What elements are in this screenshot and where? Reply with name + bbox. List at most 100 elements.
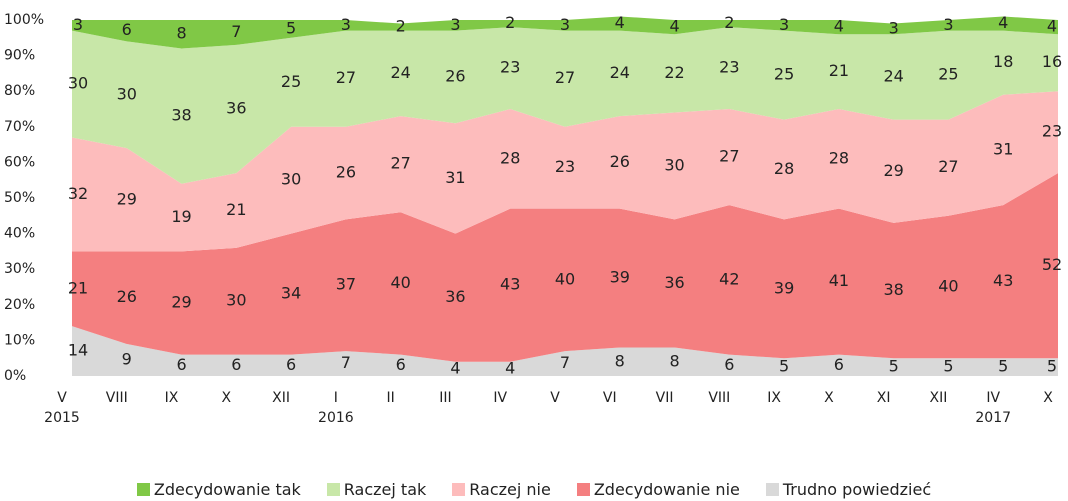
data-label: 36 [664,273,684,292]
data-label: 21 [226,200,246,219]
data-label: 21 [68,278,88,297]
data-label: 26 [117,287,137,306]
data-label: 28 [500,148,520,167]
x-tick-label: X [221,390,232,406]
data-label: 28 [829,148,849,167]
data-label: 5 [779,357,789,376]
y-tick-label: 40% [4,226,35,242]
x-tick-label: IX [767,390,781,406]
data-label: 3 [560,15,570,34]
x-tick-label: IX [164,390,179,406]
data-label: 4 [1047,17,1057,36]
data-label: 32 [68,184,88,203]
data-label: 27 [336,68,356,87]
data-label: 27 [555,68,575,87]
data-label: 5 [286,18,296,37]
legend-label: Zdecydowanie nie [593,480,740,499]
data-label: 6 [396,355,406,374]
data-label: 26 [610,152,630,171]
data-label: 8 [176,24,186,43]
data-label: 2 [396,17,406,36]
x-tick-label: II [386,390,395,406]
legend-label: Raczej nie [469,480,551,499]
data-label: 5 [889,357,899,376]
y-tick-label: 30% [4,261,35,277]
data-label: 3 [341,15,351,34]
legend-item: Zdecydowanie nie [576,480,740,499]
data-label: 4 [834,17,844,36]
legend-swatch [136,483,150,496]
x-tick-label: XI [876,390,891,406]
y-tick-label: 80% [4,83,35,99]
area [72,16,1058,49]
data-label: 43 [993,271,1013,290]
x-tick-label: III [439,390,452,406]
data-label: 30 [226,291,246,310]
x-tick-label: XII [272,390,291,406]
x-tick-label: VIII [708,390,731,406]
data-label: 23 [719,58,739,77]
area [72,91,1058,252]
data-label: 6 [122,20,132,39]
data-label: 19 [171,207,191,226]
data-label: 21 [829,61,849,80]
data-label: 25 [281,72,301,91]
data-label: 42 [719,269,739,288]
data-label: 38 [883,280,903,299]
data-label: 9 [122,349,132,368]
data-label: 6 [176,355,186,374]
data-label: 4 [669,17,679,36]
legend-item: Zdecydowanie tak [136,480,301,499]
data-label: 40 [555,269,575,288]
data-label: 22 [664,63,684,82]
x-tick-label: I 2016 [318,390,354,426]
y-tick-label: 0% [4,368,26,384]
area [72,27,1058,184]
data-label: 29 [883,161,903,180]
data-label: 41 [829,271,849,290]
x-tick-label: VI [602,390,617,406]
data-label: 3 [73,15,83,34]
data-label: 37 [336,275,356,294]
data-label: 36 [445,287,465,306]
data-label: 31 [445,168,465,187]
area [72,326,1058,376]
data-label: 23 [500,58,520,77]
x-tick-label: X [824,390,834,406]
data-label: 29 [117,189,137,208]
data-label: 31 [993,139,1013,158]
legend-label: Zdecydowanie tak [153,480,301,499]
area [72,173,1058,362]
legend-swatch [452,483,466,496]
data-label: 39 [774,278,794,297]
data-label: 7 [560,353,570,372]
data-label: 6 [834,355,844,374]
data-label: 14 [68,341,88,360]
y-tick-label: 100% [4,12,44,28]
data-label: 25 [938,65,958,84]
data-label: 30 [664,155,684,174]
legend-item: Raczej nie [452,480,551,499]
legend-swatch [576,483,590,496]
data-label: 6 [286,355,296,374]
x-tick-label: IV 2017 [975,390,1012,426]
legend-item: Trudno powiedzieć [765,480,931,499]
y-tick-label: 10% [4,332,35,348]
x-tick-label: V [550,390,560,406]
data-label: 40 [938,277,958,296]
data-label: 3 [889,18,899,37]
data-label: 2 [724,13,734,32]
data-label: 38 [171,106,191,125]
data-label: 16 [1042,52,1062,71]
data-label: 5 [998,357,1008,376]
data-label: 5 [1047,357,1057,376]
data-label: 18 [993,52,1013,71]
data-label: 5 [943,357,953,376]
y-tick-label: 60% [4,154,35,170]
data-label: 29 [171,293,191,312]
x-tick-label: IV [493,390,508,406]
legend-label: Raczej tak [343,480,427,499]
data-label: 43 [500,275,520,294]
